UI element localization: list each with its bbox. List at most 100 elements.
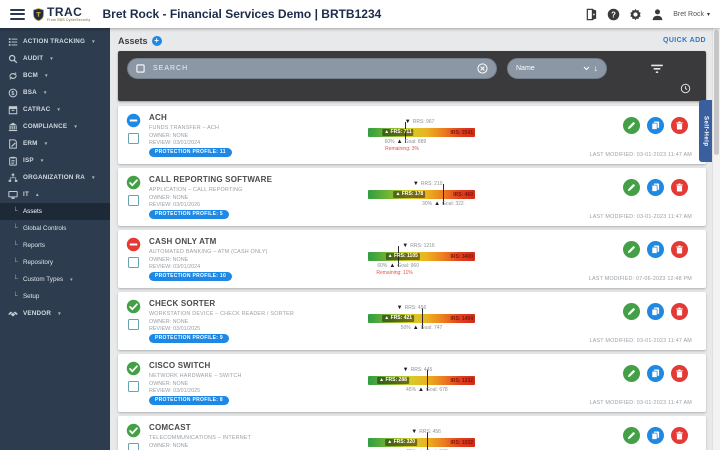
asset-card-cisco-switch[interactable]: CISCO SWITCH NETWORK HARDWARE – SWITCH O… [118,354,706,412]
sidebar-item-label: VENDOR [23,310,52,317]
history-icon[interactable] [680,83,691,94]
asset-checkbox[interactable] [128,443,139,450]
edit-button[interactable] [623,365,640,382]
copy-button[interactable] [647,365,664,382]
asset-card-check-sorter[interactable]: CHECK SORTER WORKSTATION DEVICE – CHECK … [118,292,706,350]
sidebar-item-it[interactable]: IT ▴ [0,186,110,203]
risk-gauge: ▼ RRS: 456 ▲ FRS: 421 IRS: 1494 50% ▲ Goal:… [368,292,475,350]
protection-profile-badge: PROTECTION PROFILE: 11 [149,148,232,157]
copy-button[interactable] [647,241,664,258]
edit-button[interactable] [623,117,640,134]
sidebar-item-bsa[interactable]: $ BSA ▾ [0,84,110,101]
asset-card-call-reporting-software[interactable]: CALL REPORTING SOFTWARE APPLICATION – CA… [118,168,706,226]
rrs-marker: ▼ RRS: 967 [404,119,435,125]
asset-name: CHECK SORTER [149,299,216,308]
asset-card-comcast[interactable]: COMCAST TELECOMMUNICATIONS – INTERNET OW… [118,416,706,450]
self-help-tab[interactable]: Self-Help [699,100,712,162]
delete-button[interactable] [671,179,688,196]
select-all-checkbox-icon[interactable] [136,64,145,73]
irs-label: IRS: 460 [453,192,473,198]
trac-logo[interactable]: TRAC From SBS CyberSecurity [33,6,91,22]
sidebar-item-compliance[interactable]: COMPLIANCE ▾ [0,118,110,135]
bcm-icon [8,71,18,81]
scrollbar-thumb[interactable] [714,30,719,155]
protection-profile-badge: PROTECTION PROFILE: 9 [149,334,229,343]
sidebar-item-isp[interactable]: ISP ▾ [0,152,110,169]
sidebar-subitem-global-controls[interactable]: └ Global Controls [0,220,110,237]
asset-checkbox[interactable] [128,195,139,206]
asset-review-date: REVIEW: 03/01/2025 [149,326,201,332]
asset-checkbox[interactable] [128,257,139,268]
audit-icon [8,54,18,64]
last-modified: LAST MODIFIED: 03-01-2023 11:47 AM [589,213,692,220]
elbow-icon: └ [13,259,18,266]
sidebar-item-audit[interactable]: AUDIT ▾ [0,50,110,67]
sidebar-subitem-assets[interactable]: └ Assets [0,203,110,220]
delete-button[interactable] [671,241,688,258]
goal-marker-line [426,432,428,450]
goal-marker-line [442,184,444,205]
sidebar-item-bcm[interactable]: BCM ▾ [0,67,110,84]
copy-button[interactable] [647,303,664,320]
asset-owner: OWNER: NONE [149,380,189,387]
user-icon[interactable] [651,8,664,21]
sidebar-item-label: BSA [23,89,37,96]
search-input[interactable] [151,64,471,73]
last-modified: LAST MODIFIED: 03-01-2023 11:47 AM [589,337,692,344]
sidebar-item-erm[interactable]: ERM ▾ [0,135,110,152]
erm-icon [8,138,18,149]
asset-owner: OWNER: NONE [149,256,189,263]
clear-search-icon[interactable] [477,63,488,74]
menu-icon[interactable] [10,8,25,20]
delete-button[interactable] [671,365,688,382]
edit-button[interactable] [623,427,640,444]
help-icon[interactable]: ? [607,8,620,21]
sidebar-subitem-repository[interactable]: └ Repository [0,254,110,271]
user-menu[interactable]: Bret Rock ▾ [673,11,710,18]
add-asset-icon[interactable]: + [151,35,162,46]
delete-button[interactable] [671,427,688,444]
delete-button[interactable] [671,117,688,134]
sort-field-dropdown[interactable]: Name ↓ [507,58,607,79]
edit-button[interactable] [623,179,640,196]
risk-gauge: ▼RRS: 456 ▲ FRS: 320 IRS: 1032 45%▲Goal:… [368,416,475,450]
copy-button[interactable] [647,179,664,196]
sidebar-subitem-setup[interactable]: └ Setup [0,288,110,305]
sidebar-item-organization-ra[interactable]: ORGANIZATION RA ▾ [0,169,110,186]
sidebar-item-catrac[interactable]: CATRAC ▾ [0,101,110,118]
sort-direction-icon[interactable]: ↓ [593,63,599,73]
asset-checkbox[interactable] [128,319,139,330]
logout-icon[interactable] [585,8,598,21]
delete-button[interactable] [671,303,688,320]
brand-name: TRAC [47,5,83,19]
sidebar-subitem-reports[interactable]: └ Reports [0,237,110,254]
quick-add-button[interactable]: QUICK ADD [662,37,706,44]
filter-icon[interactable] [650,64,664,74]
asset-card-ach[interactable]: ACH FUNDS TRANSFER – ACH OWNER: NONE REV… [118,106,706,164]
asset-card-cash-only-atm[interactable]: CASH ONLY ATM AUTOMATED BANKING – ATM (C… [118,230,706,288]
sidebar-item-vendor[interactable]: VENDOR ▾ [0,305,110,322]
irs-label: IRS: 3400 [450,254,473,260]
row-actions [623,117,688,134]
frs-marker: ▲ FRS: 178 [393,191,426,198]
scrollbar[interactable] [712,28,720,450]
edit-button[interactable] [623,303,640,320]
sidebar-item-label: IT [23,191,29,198]
caret-icon: ▾ [92,38,95,45]
caret-icon: ▾ [40,157,44,164]
row-actions [623,241,688,258]
risk-gauge: ▼ RRS: 210 ▲ FRS: 178 IRS: 460 30% ▲ Goal: … [368,168,475,226]
edit-button[interactable] [623,241,640,258]
sidebar-subitem-custom-types[interactable]: └ Custom Types ▾ [0,271,110,288]
search-field[interactable] [127,58,497,79]
copy-button[interactable] [647,117,664,134]
asset-checkbox[interactable] [128,381,139,392]
sidebar-item-action-tracking[interactable]: ACTION TRACKING ▾ [0,33,110,50]
asset-list: ACH FUNDS TRANSFER – ACH OWNER: NONE REV… [118,106,706,450]
topbar-actions: ? Bret Rock ▾ [585,8,710,21]
settings-gear-icon[interactable] [629,8,642,21]
elbow-icon: └ [13,242,18,249]
copy-button[interactable] [647,427,664,444]
asset-checkbox[interactable] [128,133,139,144]
frs-marker: ▲ FRS: 421 [382,315,415,322]
